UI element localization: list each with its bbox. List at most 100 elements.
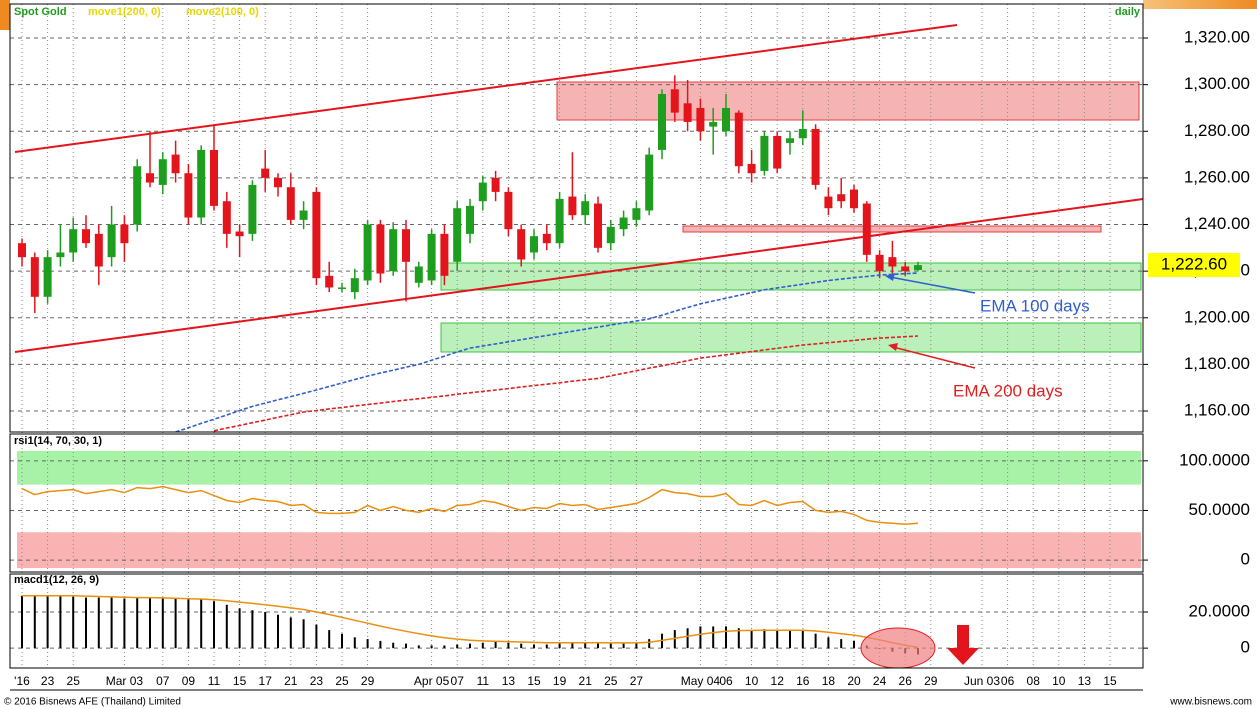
x-tick-label: 29 [924, 674, 938, 688]
y-tick-label: 1,260.00 [1184, 167, 1250, 186]
rsi-frame [9, 433, 1144, 573]
y-tick-label: 1,320.00 [1184, 28, 1250, 47]
candle-body [440, 233, 449, 276]
candle-body [363, 224, 372, 281]
y-tick-label: 20.0000 [1189, 602, 1250, 621]
channel-line [14, 24, 958, 153]
macd-signal [22, 595, 919, 649]
footer-right: www.bisnews.com [1169, 697, 1252, 708]
x-tick-label: 09 [182, 674, 196, 688]
x-tick-label: 21 [284, 674, 298, 688]
candle-body [632, 208, 641, 220]
arrow-head [885, 273, 895, 281]
x-tick-label: 20 [847, 674, 861, 688]
annotation: EMA 100 days [980, 296, 1090, 315]
header-strip [1143, 0, 1257, 9]
y-tick-label: 1,200.00 [1184, 307, 1250, 326]
annotation-arrow [892, 346, 976, 369]
candle-body [402, 229, 410, 262]
candle-body [901, 266, 910, 272]
x-tick-label: 19 [553, 674, 567, 688]
price-frame [9, 3, 1144, 433]
candle-body [658, 93, 666, 150]
rsi-band [17, 532, 1141, 569]
x-tick-label: 15 [527, 674, 541, 688]
chart-title: Spot Gold [14, 6, 67, 18]
x-tick-label: 10 [1052, 674, 1066, 688]
candle-body [133, 166, 142, 225]
candle-body [184, 173, 193, 218]
x-tick-label: 10 [745, 674, 759, 688]
candle-body [875, 254, 884, 272]
candle-body [837, 194, 846, 202]
candle-body [478, 182, 487, 202]
panel-title: macd1(12, 26, 9) [14, 574, 99, 586]
x-tick-label: 26 [899, 674, 913, 688]
candle-body [427, 233, 436, 281]
legend-entry: move2(100, 0) [186, 6, 259, 18]
candle-body [338, 287, 346, 289]
x-tick-label: 11 [477, 674, 490, 688]
x-tick-label: 21 [579, 674, 593, 688]
y-tick-label: 100.0000 [1179, 450, 1250, 469]
price-marks [18, 75, 922, 432]
candle-body [696, 107, 705, 132]
candle-body [709, 121, 718, 127]
annotation-arrow [889, 276, 976, 294]
y-tick-label: 1,300.00 [1184, 74, 1250, 93]
marks [18, 75, 922, 655]
candle-body [798, 128, 807, 139]
candle-body [389, 229, 398, 272]
x-tick-label: 15 [233, 674, 247, 688]
x-tick-label: Apr 05 [414, 674, 450, 688]
x-tick-label: 13 [502, 674, 516, 688]
ema-line [175, 272, 919, 432]
candle-body [312, 191, 321, 279]
candle-body [414, 266, 423, 283]
candle-body [619, 217, 628, 230]
x-tick-label: 12 [771, 674, 785, 688]
candle-body [453, 208, 462, 262]
candle-body [56, 252, 65, 258]
candle-body [158, 159, 167, 185]
candle-body [120, 224, 129, 244]
candle-body [734, 112, 743, 167]
candle-body [466, 205, 474, 234]
candle-body [594, 203, 602, 248]
footer-left: © 2016 Bisnews AFE (Thailand) Limited [4, 697, 181, 708]
y-tick-label: 50.0000 [1189, 500, 1250, 519]
candle-body [171, 154, 180, 174]
y-tick-label: 1,160.00 [1184, 401, 1250, 420]
x-tick-label: Mar 03 [106, 674, 144, 688]
x-tick-label: 07 [451, 674, 465, 688]
underlay [17, 81, 1142, 569]
candle-body [69, 229, 78, 253]
x-tick-label: 07 [156, 674, 170, 688]
last-price-label: 1,222.60 [1161, 255, 1227, 274]
candle-body [235, 231, 244, 237]
x-tick-label: Jun 03 [964, 674, 1000, 688]
candle-body [722, 107, 730, 132]
candle-body [30, 257, 39, 297]
candle-body [530, 236, 538, 253]
candle-body [350, 278, 359, 293]
resistance-band [682, 225, 1102, 233]
x-tick-label: 17 [259, 674, 273, 688]
candle-body [82, 229, 90, 244]
x-tick-label: 18 [822, 674, 836, 688]
down-arrow [947, 625, 979, 665]
ema-line [213, 335, 919, 432]
candle-body [888, 257, 897, 267]
x-tick-label: 08 [1027, 674, 1041, 688]
candle-body [517, 229, 526, 260]
arrow-head [888, 343, 898, 351]
macd-frame [9, 573, 1144, 669]
rsi-line [21, 485, 919, 526]
candle-body [914, 265, 922, 270]
candle-body [581, 201, 590, 216]
candle-body [299, 210, 308, 220]
resistance-zone [556, 81, 1140, 121]
annotation: EMA 200 days [953, 381, 1063, 400]
x-tick-label: May 04 [681, 674, 721, 688]
